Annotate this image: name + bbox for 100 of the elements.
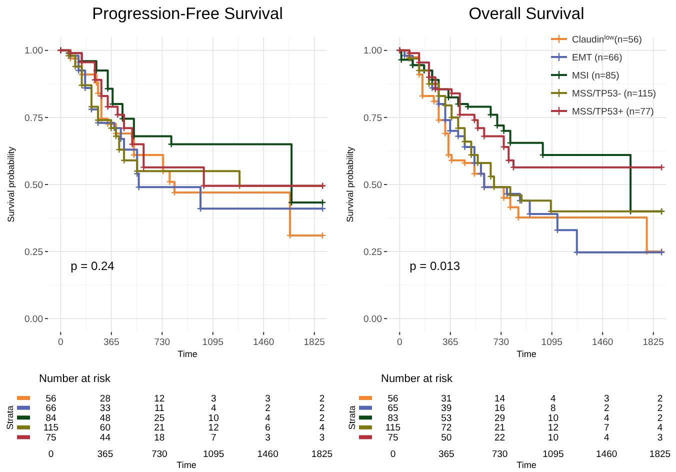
x-tick-label: 730 [493, 337, 510, 348]
data-label: 50 [441, 432, 452, 444]
x-tick-label: 1460 [592, 337, 614, 348]
x-tick-label: 1460 [257, 449, 278, 460]
data-label: 60 [100, 422, 110, 434]
chart-title: Overall Survival [468, 5, 584, 23]
data-label: 2 [319, 412, 325, 424]
x-tick-label: 0 [58, 337, 64, 348]
data-label: 4 [604, 412, 610, 424]
data-label: 4 [604, 432, 610, 444]
data-label: 2 [319, 393, 325, 404]
y-tick-label: 0.00 [24, 314, 43, 325]
data-label: 65 [388, 403, 398, 414]
data-label: 18 [154, 432, 165, 444]
x-axis-title: Time [178, 349, 198, 359]
y-tick-label: 0.75 [24, 112, 43, 124]
data-label: 10 [548, 412, 558, 424]
chart-title: Number at risk [381, 373, 454, 385]
x-tick-label: 365 [97, 449, 114, 460]
annotation: p = 0.013 [410, 258, 460, 273]
data-label: 3 [604, 393, 610, 404]
data-label: 3 [210, 393, 216, 404]
data-label: 3 [319, 432, 325, 444]
data-label: 10 [548, 432, 558, 444]
data-label: 8 [550, 403, 556, 414]
data-label: 66 [46, 403, 56, 414]
data-label: 4 [265, 412, 270, 424]
data-label: 6 [265, 422, 270, 434]
x-axis-title: Time [176, 460, 196, 470]
data-label: 21 [494, 422, 506, 434]
y-tick-label: 0.50 [364, 180, 382, 191]
data-label: 39 [441, 403, 452, 414]
data-label: 75 [46, 432, 56, 444]
x-axis-title: Time [516, 460, 536, 470]
data-label: 2 [319, 403, 325, 414]
data-label: 12 [208, 422, 219, 434]
legend-label: MSS/TP53+ (n=77) [572, 106, 654, 118]
y-axis-title: Survival probability [345, 146, 355, 222]
y-axis-title: Strata [5, 406, 16, 430]
x-tick-label: 1095 [202, 337, 224, 348]
data-label: 3 [657, 432, 663, 444]
x-tick-label: 730 [492, 449, 508, 460]
x-tick-label: 365 [438, 449, 454, 460]
x-tick-label: 1825 [649, 449, 671, 460]
x-tick-label: 1460 [253, 337, 274, 348]
y-axis-title: Survival probability [6, 146, 16, 222]
x-tick-label: 0 [397, 337, 402, 348]
x-tick-label: 0 [390, 449, 396, 460]
y-tick-label: 0.00 [364, 314, 382, 325]
legend-label: MSS/TP53- (n=115) [572, 88, 656, 100]
data-label: 16 [494, 403, 506, 414]
x-tick-label: 1095 [542, 449, 564, 460]
x-tick-label: 0 [48, 449, 54, 460]
data-label: 4 [210, 403, 216, 414]
chart-title: Progression-Free Survival [92, 5, 283, 23]
data-label: 115 [385, 422, 401, 434]
y-tick-label: 0.25 [24, 246, 43, 258]
data-label: 31 [441, 393, 452, 404]
data-label: 2 [657, 412, 663, 424]
data-label: 115 [43, 422, 59, 434]
data-label: 56 [46, 393, 56, 404]
data-label: 4 [657, 422, 663, 434]
data-label: 56 [388, 393, 398, 404]
data-label: 25 [154, 412, 165, 424]
data-label: 22 [494, 432, 506, 444]
data-label: 84 [46, 412, 56, 424]
data-label: 44 [100, 432, 110, 444]
data-label: 29 [494, 412, 506, 424]
data-label: 12 [154, 393, 165, 404]
data-label: 3 [265, 432, 270, 444]
data-label: 4 [319, 422, 325, 434]
y-axis-title: Strata [347, 406, 358, 430]
y-tick-label: 0.75 [364, 112, 382, 124]
x-tick-label: 1095 [541, 337, 562, 348]
x-tick-label: 1460 [596, 449, 618, 460]
data-label: 14 [494, 393, 506, 404]
x-tick-label: 730 [151, 449, 168, 460]
data-label: 48 [100, 412, 110, 424]
y-tick-label: 1.00 [364, 46, 382, 57]
data-label: 53 [441, 412, 452, 424]
y-tick-label: 1.00 [24, 46, 43, 57]
y-tick-label: 0.25 [364, 246, 382, 258]
data-label: 28 [100, 393, 110, 404]
legend-label: EMT (n=66) [572, 52, 622, 64]
x-tick-label: 365 [442, 337, 458, 348]
data-label: 2 [265, 403, 270, 414]
data-label: 12 [548, 422, 558, 434]
x-tick-label: 1825 [311, 449, 333, 460]
x-tick-label: 1825 [304, 337, 325, 348]
data-label: 75 [388, 432, 398, 444]
legend-label: MSI (n=85) [572, 70, 620, 82]
x-tick-label: 365 [103, 337, 120, 348]
data-label: 83 [388, 412, 398, 424]
data-label: 7 [604, 422, 610, 434]
data-label: 3 [265, 393, 270, 404]
data-label: 11 [154, 403, 164, 414]
x-tick-label: 730 [154, 337, 170, 348]
data-label: 4 [550, 393, 556, 404]
x-tick-label: 1095 [203, 449, 224, 460]
x-tick-label: 1825 [642, 337, 664, 348]
